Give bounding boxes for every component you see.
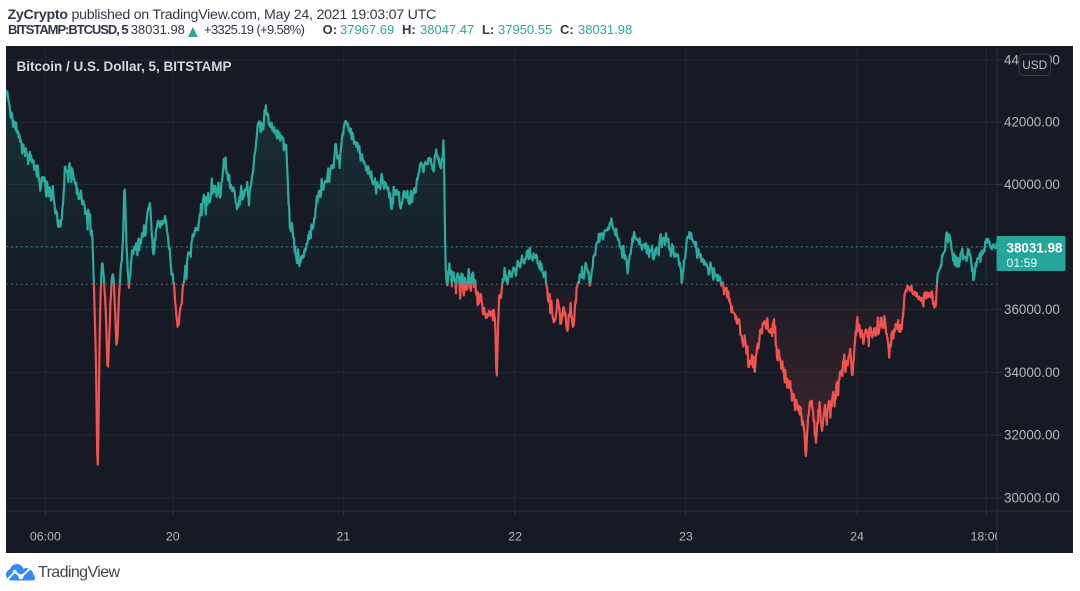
- svg-text:01:59: 01:59: [1007, 256, 1038, 270]
- svg-text:21: 21: [336, 530, 350, 544]
- svg-text:34000.00: 34000.00: [1004, 365, 1060, 380]
- svg-text:30000.00: 30000.00: [1004, 490, 1060, 505]
- svg-text:Bitcoin / U.S. Dollar, 5, BITS: Bitcoin / U.S. Dollar, 5, BITSTAMP: [17, 59, 232, 74]
- svg-text:22: 22: [508, 530, 522, 544]
- svg-text:23: 23: [679, 530, 693, 544]
- svg-text:40000.00: 40000.00: [1004, 177, 1060, 192]
- svg-text:24: 24: [850, 530, 864, 544]
- svg-text:18:00: 18:00: [970, 530, 1001, 544]
- svg-text:36000.00: 36000.00: [1004, 302, 1060, 317]
- svg-text:32000.00: 32000.00: [1004, 428, 1060, 443]
- svg-text:USD: USD: [1022, 58, 1047, 72]
- svg-text:06:00: 06:00: [30, 530, 61, 544]
- svg-text:20: 20: [166, 530, 180, 544]
- svg-text:38031.98: 38031.98: [1007, 241, 1063, 256]
- svg-text:42000.00: 42000.00: [1004, 115, 1060, 130]
